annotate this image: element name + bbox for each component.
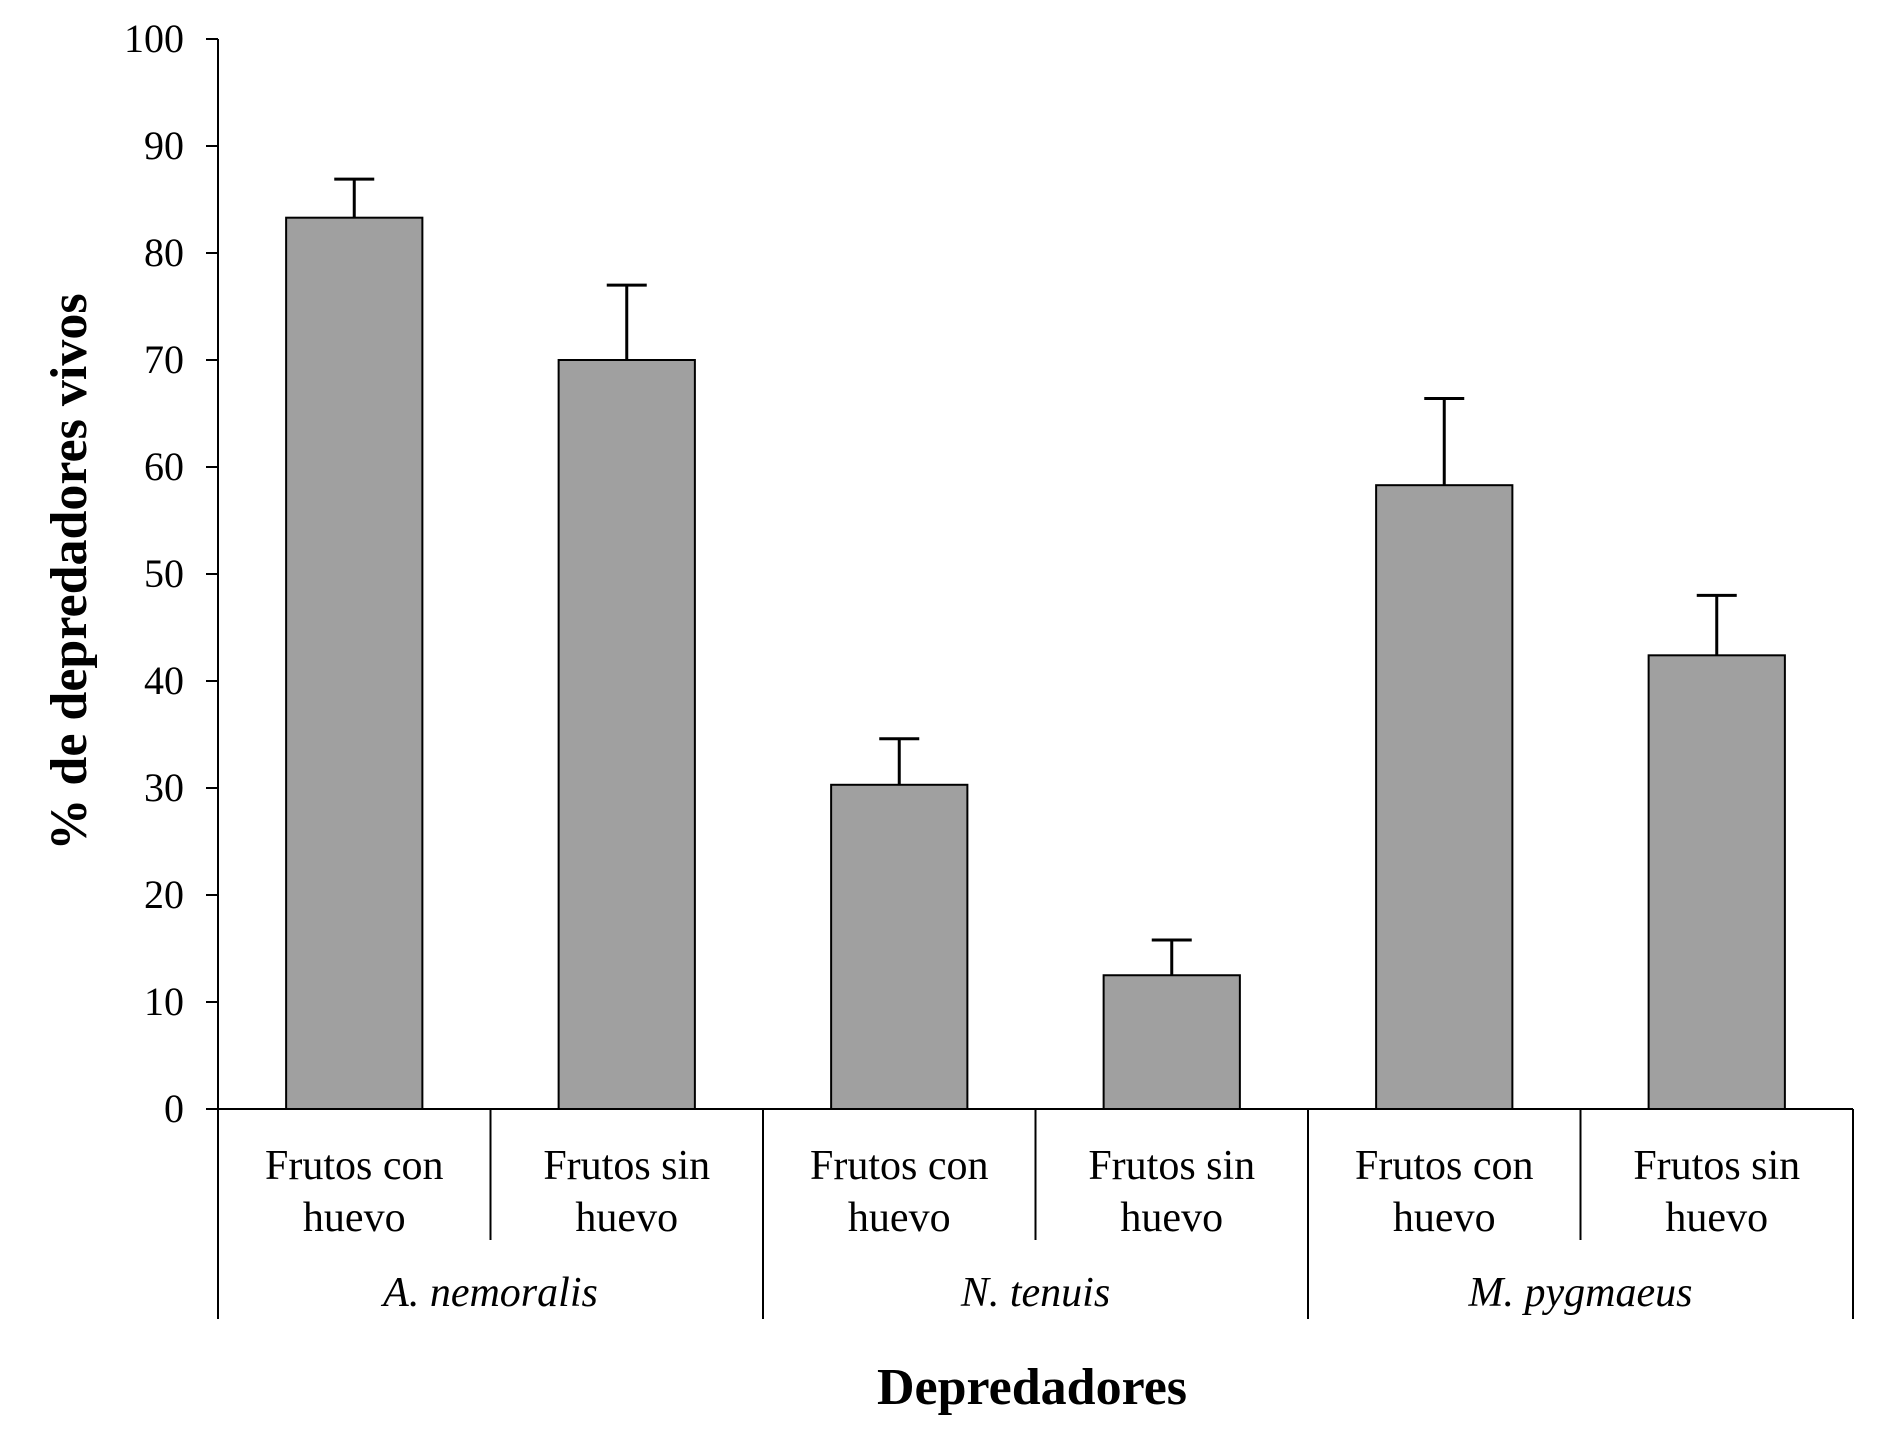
category-label-line2: huevo	[848, 1195, 951, 1241]
y-tick-label: 20	[144, 872, 184, 917]
x-axis-title: Depredadores	[877, 1359, 1187, 1416]
category-label-line2: huevo	[303, 1195, 406, 1241]
category-label-line1: Frutos sin	[543, 1143, 710, 1189]
y-tick-label: 30	[144, 765, 184, 810]
category-label-line2: huevo	[1120, 1195, 1223, 1241]
category-label-line2: huevo	[575, 1195, 678, 1241]
error-bar	[606, 283, 647, 360]
category-label-line2: huevo	[1393, 1195, 1496, 1241]
bar	[1647, 654, 1786, 1110]
x-axis: Frutos con huevo Frutos sin huevo Frutos con…	[206, 1108, 1854, 1319]
bar	[1375, 484, 1514, 1110]
error-bar	[879, 737, 920, 785]
category-label-line1: Frutos con	[265, 1143, 444, 1189]
y-tick-label: 50	[144, 551, 184, 596]
group-label: A. nemoralis	[380, 1270, 598, 1316]
category-label-line1: Frutos con	[810, 1143, 989, 1189]
error-bar	[1696, 593, 1737, 656]
category-label-line1: Frutos con	[1355, 1143, 1534, 1189]
bars	[285, 216, 1786, 1110]
y-tick-label: 80	[144, 230, 184, 275]
category-label-line2: huevo	[1665, 1195, 1768, 1241]
group-label: N. tenuis	[960, 1270, 1110, 1316]
bar	[285, 216, 424, 1110]
bar	[1102, 974, 1241, 1110]
y-tick-label: 10	[144, 979, 184, 1024]
y-tick-label: 40	[144, 658, 184, 703]
category-label-line1: Frutos sin	[1633, 1143, 1800, 1189]
y-axis: 0 10 20 30 40 50 60 70 80 90 100	[124, 16, 219, 1131]
bar	[830, 783, 969, 1110]
error-bar	[1424, 397, 1465, 486]
category-label-line1: Frutos sin	[1088, 1143, 1255, 1189]
y-tick-label: 70	[144, 337, 184, 382]
error-bar	[1151, 938, 1192, 976]
y-axis-title: % de depredadores vivos	[41, 293, 98, 850]
group-label: M. pygmaeus	[1468, 1270, 1693, 1316]
bar	[557, 359, 696, 1110]
error-bars	[334, 177, 1737, 976]
y-tick-label: 100	[124, 16, 184, 61]
y-tick-label: 0	[164, 1086, 184, 1131]
y-tick-label: 90	[144, 123, 184, 168]
y-tick-label: 60	[144, 444, 184, 489]
error-bar	[334, 177, 375, 218]
